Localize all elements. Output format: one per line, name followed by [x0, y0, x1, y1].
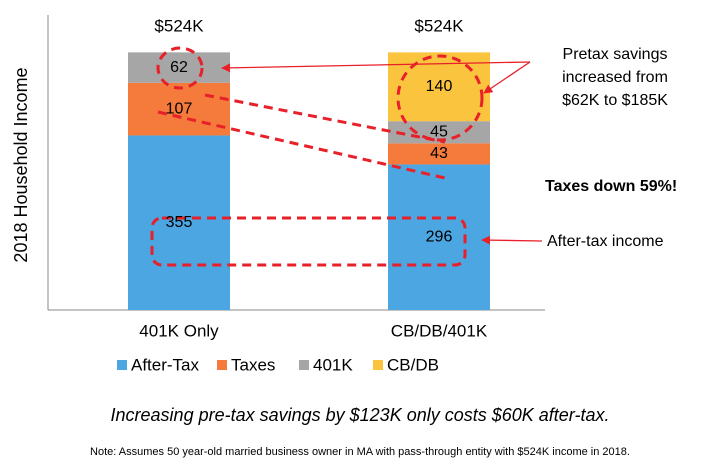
legend-label: Taxes [231, 355, 275, 374]
annotation: After-tax income [547, 233, 664, 250]
total-label: $524K [414, 16, 464, 35]
legend-swatch [299, 360, 309, 370]
bar-segment [128, 52, 230, 83]
bar-segment [128, 135, 230, 310]
x-tick-label: 401K Only [139, 321, 219, 340]
subtitle: Increasing pre-tax savings by $123K only… [111, 405, 610, 425]
x-tick-label: CB/DB/401K [391, 321, 488, 340]
annotation: Taxes down 59%! [545, 178, 677, 195]
legend-label: After-Tax [131, 355, 200, 374]
callout-ellipse [396, 54, 484, 142]
arrow [481, 235, 543, 245]
note: Note: Assumes 50 year-old married busine… [90, 446, 630, 458]
annotation: increased from [562, 69, 668, 86]
arrow [221, 61, 531, 73]
callout-line [157, 110, 446, 180]
callout-line [204, 93, 446, 144]
data-label: 43 [430, 145, 448, 162]
annotation: Pretax savings [563, 46, 668, 63]
callout-ellipse [156, 46, 204, 90]
y-axis-label: 2018 Household Income [11, 67, 31, 262]
callouts [150, 46, 484, 267]
bar-segment [388, 143, 490, 165]
legend-label: 401K [313, 355, 353, 374]
bar-segment [388, 121, 490, 144]
callout-box [150, 216, 467, 267]
arrow [483, 61, 531, 94]
bar-segment [388, 164, 490, 310]
legend-swatch [117, 360, 127, 370]
data-label: 45 [430, 123, 448, 140]
bar-segment [128, 82, 230, 136]
data-label: 62 [170, 59, 188, 76]
data-label: 107 [166, 100, 193, 117]
total-label: $524K [154, 16, 204, 35]
data-label: 355 [166, 214, 193, 231]
legend-swatch [373, 360, 383, 370]
legend-swatch [217, 360, 227, 370]
data-label: 296 [426, 228, 453, 245]
annotation: $62K to $185K [562, 92, 668, 109]
arrows [221, 61, 543, 245]
legend-label: CB/DB [387, 355, 439, 374]
data-label: 140 [426, 78, 453, 95]
